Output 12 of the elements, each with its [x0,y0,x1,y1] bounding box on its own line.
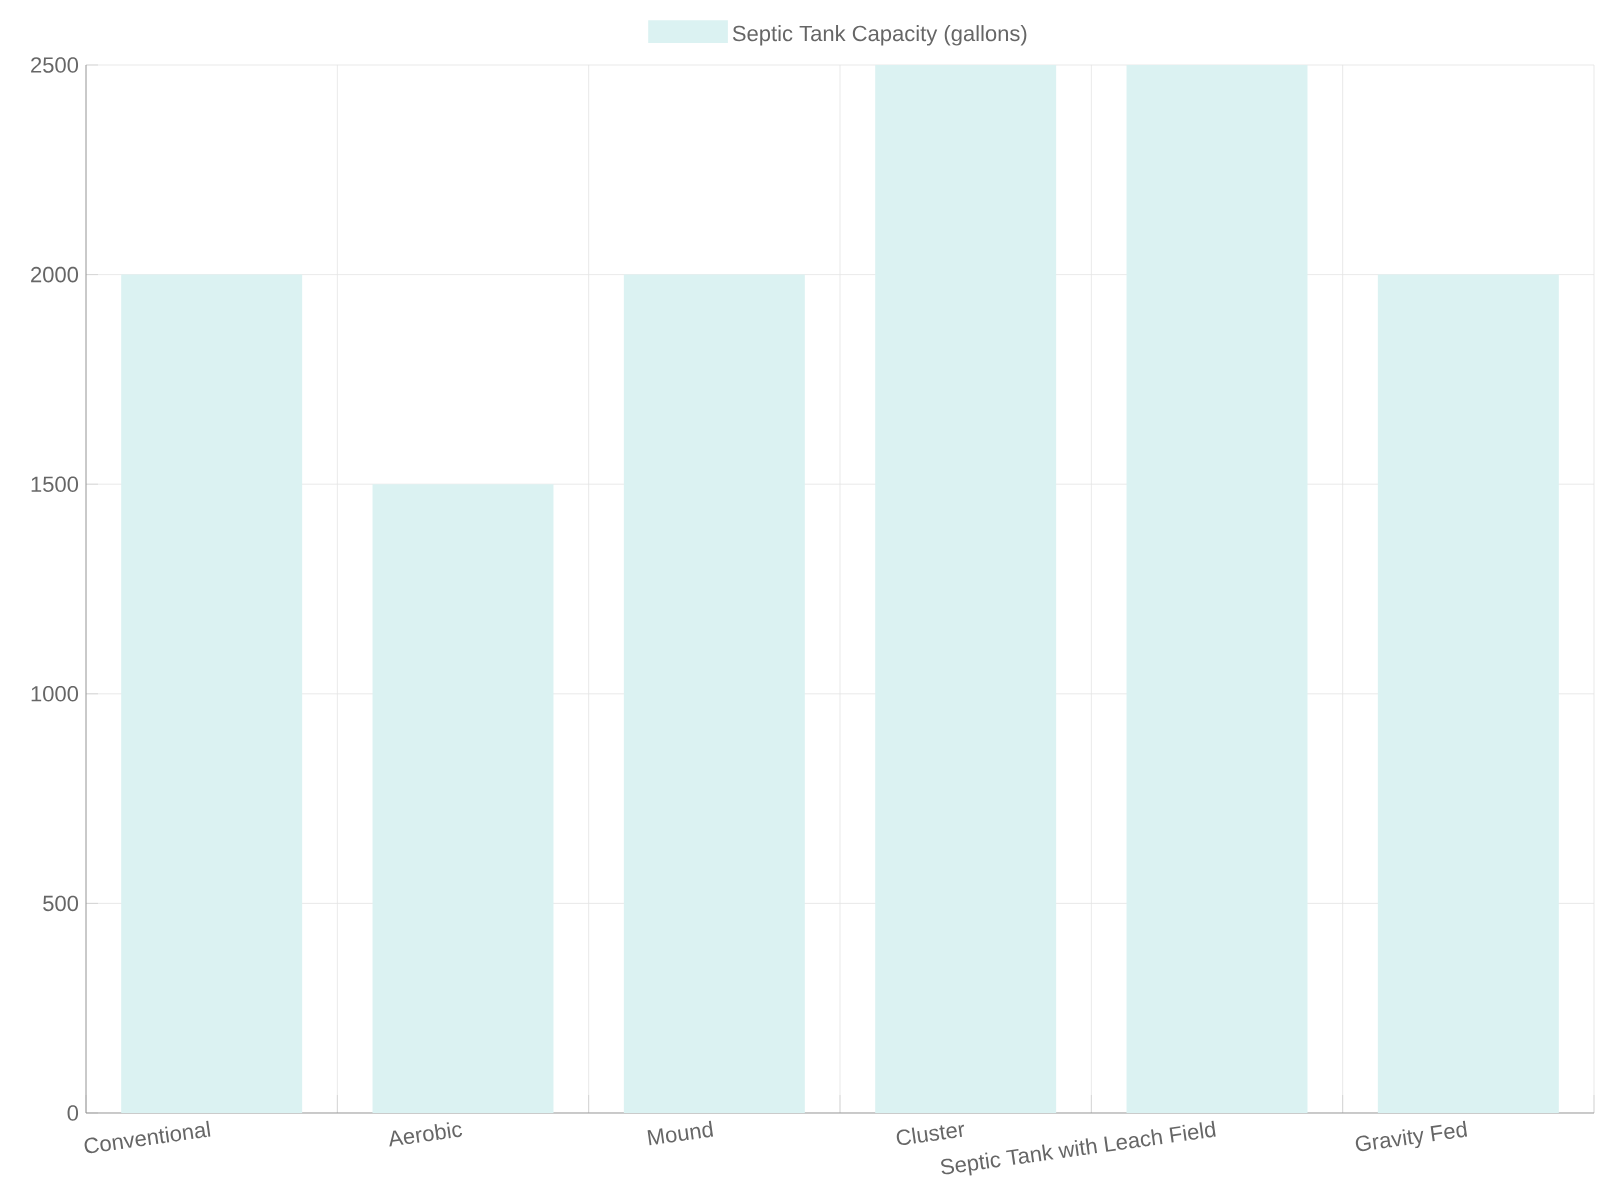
y-tick-label: 500 [43,895,79,912]
x-tick-label: Gravity Fed [1355,1120,1468,1152]
x-tick-label: Cluster [896,1124,965,1146]
y-tick-label: 0 [67,1105,79,1121]
y-tick-label: 1000 [31,686,79,702]
y-tick-label: 2500 [31,57,79,73]
legend-label: Septic Tank Capacity (gallons) [732,25,1027,46]
x-tick-label: Mound [647,1120,714,1146]
x-tick-label: Aerobic [389,1122,463,1147]
y-tick-label: 1500 [31,476,79,492]
x-tick-label: Conventional [84,1120,211,1154]
y-tick-label: 2000 [31,266,79,283]
